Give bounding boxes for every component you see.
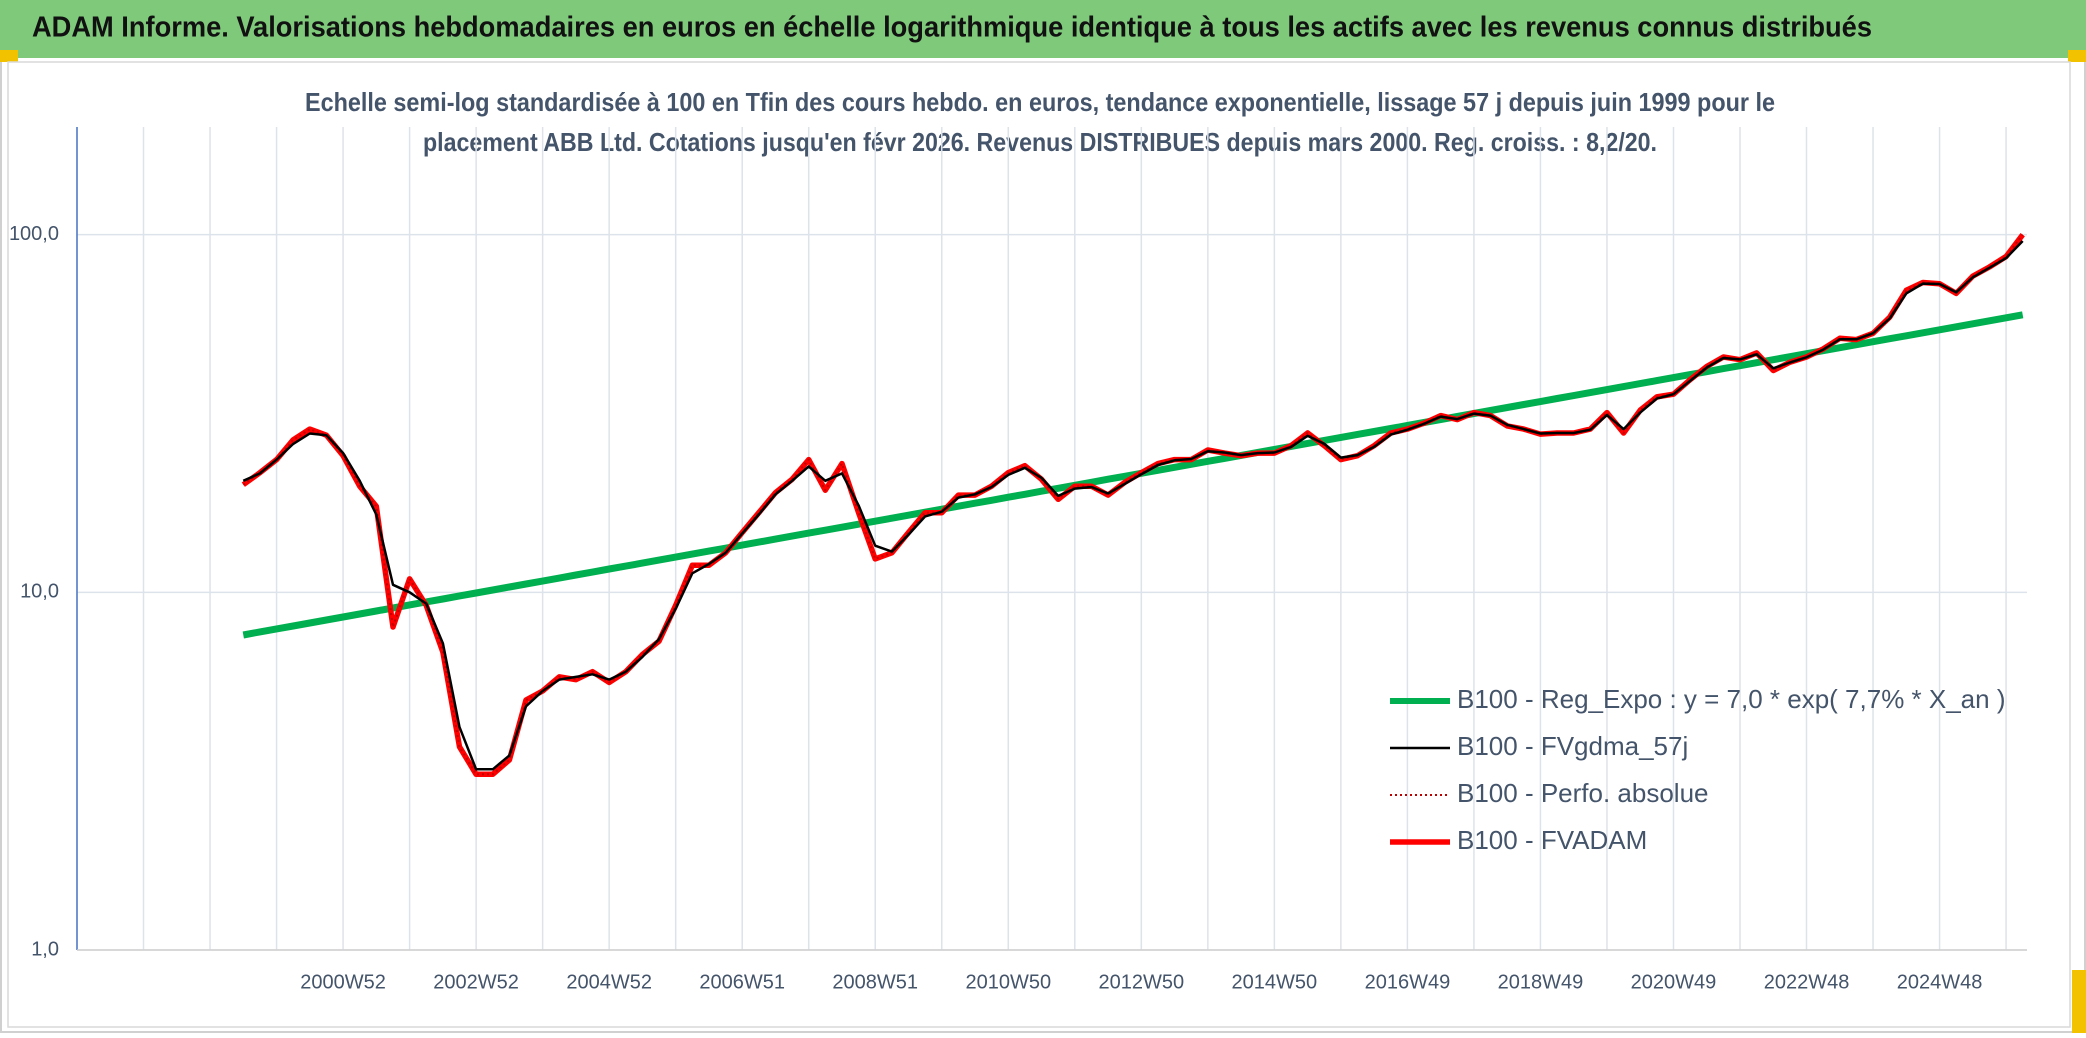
y-tick-label: 10,0 [20,581,59,603]
header-bar [0,0,2086,58]
x-tick-label: 2006W51 [699,971,785,993]
corner-mark [2068,50,2086,62]
y-tick-label: 1,0 [31,938,59,960]
x-tick-label: 2000W52 [300,971,386,993]
x-tick-label: 2020W49 [1631,971,1717,993]
x-tick-label: 2018W49 [1498,971,1584,993]
series-line [242,240,2024,771]
legend-label: B100 - FVgdma_57j [1457,731,1688,761]
chart-subtitle: placement ABB Ltd. Cotations jusqu'en fé… [423,127,1657,157]
x-tick-label: 2024W48 [1897,971,1983,993]
x-tick-label: 2014W50 [1232,971,1318,993]
x-tick-label: 2004W52 [566,971,652,993]
x-tick-label: 2010W50 [965,971,1051,993]
legend-label: B100 - FVADAM [1457,825,1647,855]
legend-label: B100 - Perfo. absolue [1457,778,1709,808]
corner-mark [2072,970,2086,1033]
y-tick-label: 100,0 [9,223,59,245]
legend-label: B100 - Reg_Expo : y = 7,0 * exp( 7,7% * … [1457,684,2006,714]
x-tick-label: 2022W48 [1764,971,1850,993]
chart-subtitle: Echelle semi-log standardisée à 100 en T… [305,87,1775,117]
x-tick-label: 2002W52 [433,971,519,993]
x-tick-label: 2016W49 [1365,971,1451,993]
x-tick-label: 2008W51 [832,971,918,993]
plot-panel [7,61,2071,1028]
x-tick-label: 2012W50 [1099,971,1185,993]
chart-title: ADAM Informe. Valorisations hebdomadaire… [32,12,1872,44]
corner-mark [0,50,18,62]
